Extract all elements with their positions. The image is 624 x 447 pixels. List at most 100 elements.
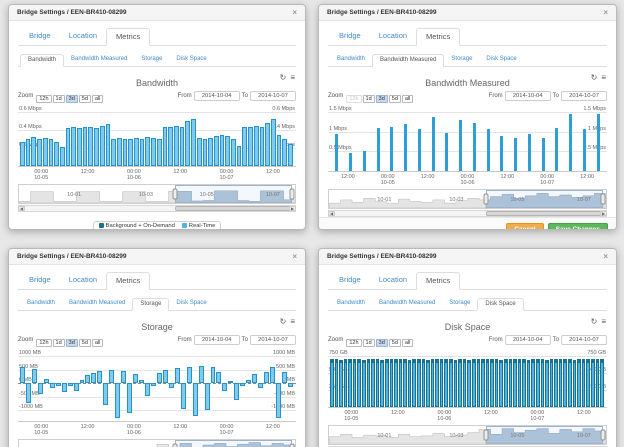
subtab-storage[interactable]: Storage [451,56,473,62]
subtab-bandwidth[interactable]: Bandwidth [20,54,65,67]
zoom-all-button[interactable]: all [401,339,414,347]
menu-icon[interactable]: ≡ [290,73,295,82]
zoom-3d-button[interactable]: 3d [375,339,388,347]
menu-icon[interactable]: ≡ [601,73,606,82]
zoom-5d-button[interactable]: 5d [78,95,91,103]
navigator-handle[interactable] [289,188,295,200]
zoom-12h-button[interactable]: 12h [346,339,362,347]
to-date-input[interactable] [250,335,296,345]
scroll-left-arrow[interactable]: ◀ [328,211,335,216]
subtab-storage[interactable]: Storage [449,300,471,306]
tab-metrics[interactable]: Metrics [416,28,461,46]
zoom-5d-button[interactable]: 5d [388,95,401,103]
zoom-1d-button[interactable]: 1d [362,95,375,103]
subtab-disk-space[interactable]: Disk Space [176,56,207,62]
navigator-handle[interactable] [172,443,178,447]
scrollbar-thumb[interactable] [485,211,604,216]
zoom-all-button[interactable]: all [91,95,104,103]
legend-item[interactable]: Real-Time [181,223,215,229]
cancel-button[interactable]: Cancel [506,223,544,229]
save-changes-button[interactable]: Save Changes [547,223,608,229]
navigator-handle[interactable] [483,429,488,441]
zoom-3d-button[interactable]: 3d [375,95,388,103]
navigator-handle[interactable] [483,193,488,205]
navigator-scrollbar[interactable]: ◀▶ [328,210,607,217]
refresh-icon[interactable]: ↻ [279,317,287,326]
to-date-input[interactable] [561,91,607,101]
tab-bridge[interactable]: Bridge [339,31,361,40]
refresh-icon[interactable]: ↻ [590,317,598,326]
metric-subtabs: Bandwidth Bandwidth Measured Storage Dis… [18,51,296,67]
zoom-3d-button[interactable]: 3d [65,95,78,103]
tab-bridge[interactable]: Bridge [29,275,51,284]
bar [281,356,288,421]
close-icon[interactable]: × [603,251,608,261]
tab-bridge[interactable]: Bridge [339,275,361,284]
bars-area [20,356,294,421]
close-icon[interactable]: × [292,251,297,261]
navigator-scrollbar[interactable]: ◀▶ [18,205,296,212]
navigator-handle[interactable] [289,443,295,447]
refresh-icon[interactable]: ↻ [279,73,287,82]
subtab-bandwidth[interactable]: Bandwidth [337,56,366,62]
tab-location[interactable]: Location [378,31,408,40]
zoom-all-button[interactable]: all [401,95,414,103]
subtab-storage[interactable]: Storage [132,298,170,311]
zoom-1d-button[interactable]: 1d [52,95,65,103]
bar [115,356,121,421]
scroll-left-arrow[interactable]: ◀ [18,206,25,211]
subtab-storage[interactable]: Storage [141,56,163,62]
to-date-input[interactable] [250,91,296,101]
zoom-1d-button[interactable]: 1d [52,339,65,347]
refresh-icon[interactable]: ↻ [590,73,598,82]
zoom-12h-button[interactable]: 12h [36,95,52,103]
from-date-input[interactable] [504,335,551,345]
zoom-1d-button[interactable]: 1d [362,339,375,347]
from-date-input[interactable] [193,91,240,101]
tab-bridge[interactable]: Bridge [29,31,51,40]
subtab-disk-space[interactable]: Disk Space [486,56,517,62]
close-icon[interactable]: × [603,7,608,17]
subtab-bandwidth-measured[interactable]: Bandwidth Measured [71,56,128,62]
navigator-handle[interactable] [600,193,606,205]
navigator-handle[interactable] [600,429,606,441]
subtab-bandwidth-measured[interactable]: Bandwidth Measured [372,54,445,67]
subtab-bandwidth[interactable]: Bandwidth [27,300,56,306]
zoom-3d-button[interactable]: 3d [65,339,78,347]
menu-icon[interactable]: ≡ [290,317,295,326]
subtab-bandwidth-measured[interactable]: Bandwidth Measured [69,300,126,306]
tab-metrics[interactable]: Metrics [106,272,151,290]
tab-location[interactable]: Location [68,275,98,284]
to-date-input[interactable] [561,335,607,345]
from-date-input[interactable] [193,335,240,345]
from-date-input[interactable] [504,91,551,101]
tab-metrics[interactable]: Metrics [416,272,461,290]
zoom-12h-button[interactable]: 12h [36,339,52,347]
scroll-right-arrow[interactable]: ▶ [600,211,607,216]
menu-icon[interactable]: ≡ [601,317,606,326]
subtab-bandwidth[interactable]: Bandwidth [337,300,366,306]
subtab-disk-space[interactable]: Disk Space [176,300,207,306]
legend-item[interactable]: Background + On-Demand [98,223,175,229]
zoom-12h-button[interactable]: 12h [346,95,362,103]
navigator-selection[interactable] [174,440,293,447]
tab-location[interactable]: Location [68,31,98,40]
scrollbar-thumb[interactable] [174,206,293,211]
subtab-disk-space[interactable]: Disk Space [477,298,524,311]
tab-metrics[interactable]: Metrics [106,28,151,46]
zoom-all-button[interactable]: all [91,339,104,347]
navigator-handle[interactable] [172,188,178,200]
close-icon[interactable]: × [292,7,297,17]
bar-column [54,141,59,166]
zoom-5d-button[interactable]: 5d [388,339,401,347]
bar [403,356,408,407]
tab-location[interactable]: Location [378,275,408,284]
bar [122,112,129,166]
scroll-right-arrow[interactable]: ▶ [289,206,296,211]
zoom-5d-button[interactable]: 5d [78,339,91,347]
subtab-bandwidth-measured[interactable]: Bandwidth Measured [379,300,436,306]
